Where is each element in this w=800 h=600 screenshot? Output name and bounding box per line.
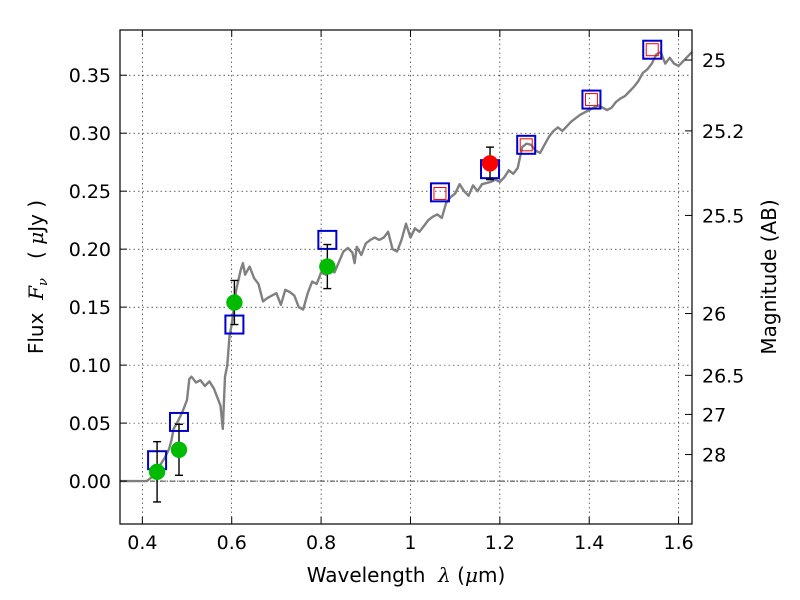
observed-optical-point [319,258,336,275]
estimate-square [433,187,447,201]
y-tick-label: 0.20 [69,239,111,261]
axis-ticks: 0.4 0.6 0.8 1 1.2 1.4 1.6 0.00 0.05 0.10 0.15 0.20 0… [69,30,744,554]
y2-tick-label: 25.5 [702,205,744,227]
y-tick-label: 0.10 [69,355,111,377]
observed-nir-point [481,155,499,172]
y-tick-label: 0.35 [69,65,111,87]
y2-tick-label: 26.5 [702,365,744,387]
x-tick-label: 0.8 [306,532,336,554]
y-tick-label: 0.30 [69,123,111,145]
observed-optical-point [170,441,188,459]
observed-optical-point [148,463,166,481]
model-photometry-square [642,39,663,60]
y-tick-label: 0.05 [69,413,111,435]
estimate-square [519,138,533,152]
grid [120,30,692,524]
model-photometry-square [516,134,537,155]
y-tick-label: 0.15 [69,297,111,319]
x-tick-label: 1.4 [574,532,604,554]
plot-content [120,39,692,503]
model-spectrum-line [120,50,692,483]
x-tick-label: 1.6 [663,532,693,554]
y2-tick-label: 26 [702,304,726,326]
y2-axis-label: Magnitude (AB) [757,199,781,354]
x-tick-label: 1 [404,532,416,554]
model-photometry-square [429,182,450,203]
model-photometry-square [581,89,602,110]
estimate-square [645,43,659,57]
estimate-square [584,93,598,107]
plot-frame [119,29,693,525]
y2-tick-label: 25.2 [702,121,744,143]
x-tick-label: 1.2 [485,532,515,554]
y2-tick-label: 25 [702,50,726,72]
y-tick-label: 0.00 [69,471,111,493]
x-tick-label: 0.4 [127,532,157,554]
x-tick-label: 0.6 [217,532,247,554]
y-tick-label: 0.25 [69,181,111,203]
y2-tick-label: 27 [702,404,726,426]
x-axis-label: Wavelength λ (μm) [307,563,506,587]
y2-tick-label: 28 [702,445,726,467]
y-axis-label: Flux Fν ( μJy ) [24,200,51,354]
observed-optical-point [226,294,243,311]
